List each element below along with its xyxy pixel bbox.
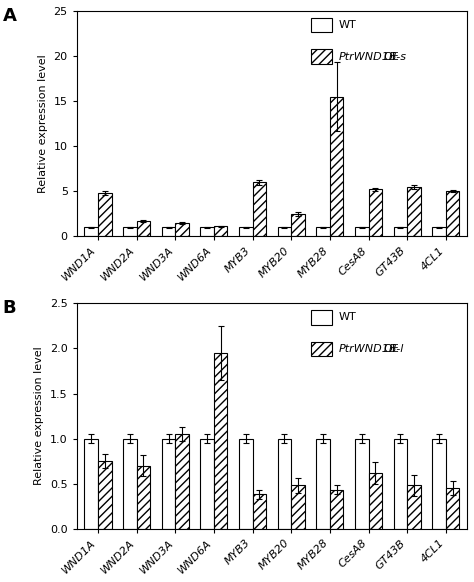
Bar	[201, 228, 214, 236]
Text: PtrWND1B-s: PtrWND1B-s	[338, 52, 406, 62]
Bar	[162, 439, 175, 528]
Y-axis label: Relative expression level: Relative expression level	[38, 54, 48, 193]
Bar	[137, 466, 150, 528]
Bar	[355, 228, 368, 236]
Bar	[84, 228, 98, 236]
Bar	[123, 228, 137, 236]
Bar	[316, 439, 330, 528]
Bar	[291, 214, 305, 236]
Bar	[239, 228, 253, 236]
Bar	[446, 191, 459, 236]
Bar	[407, 187, 421, 236]
Bar	[330, 490, 343, 528]
Bar	[253, 495, 266, 528]
Bar	[291, 485, 305, 528]
Bar	[253, 182, 266, 236]
Bar	[432, 228, 446, 236]
Bar	[201, 439, 214, 528]
Y-axis label: Relative expression level: Relative expression level	[35, 347, 45, 485]
Bar	[137, 221, 150, 236]
Bar	[368, 473, 382, 528]
Text: B: B	[2, 299, 16, 317]
Bar	[239, 439, 253, 528]
FancyBboxPatch shape	[311, 49, 332, 64]
Bar	[432, 439, 446, 528]
Bar	[407, 485, 421, 528]
Bar	[175, 434, 189, 528]
Bar	[98, 461, 111, 528]
FancyBboxPatch shape	[311, 310, 332, 325]
Bar	[98, 193, 111, 236]
Text: OE: OE	[383, 52, 399, 62]
Bar	[162, 228, 175, 236]
Bar	[330, 97, 343, 236]
FancyBboxPatch shape	[311, 342, 332, 356]
Text: OE: OE	[383, 344, 399, 354]
Bar	[123, 439, 137, 528]
Bar	[446, 488, 459, 528]
Bar	[84, 439, 98, 528]
Text: PtrWND1B-l: PtrWND1B-l	[338, 344, 404, 354]
FancyBboxPatch shape	[311, 18, 332, 33]
Text: A: A	[2, 6, 17, 24]
Bar	[393, 439, 407, 528]
Bar	[278, 228, 291, 236]
Text: WT: WT	[338, 20, 356, 30]
Bar	[214, 226, 228, 236]
Text: WT: WT	[338, 313, 356, 322]
Bar	[368, 190, 382, 236]
Bar	[355, 439, 368, 528]
Bar	[214, 353, 228, 528]
Bar	[393, 228, 407, 236]
Bar	[316, 228, 330, 236]
Bar	[175, 223, 189, 236]
Bar	[278, 439, 291, 528]
